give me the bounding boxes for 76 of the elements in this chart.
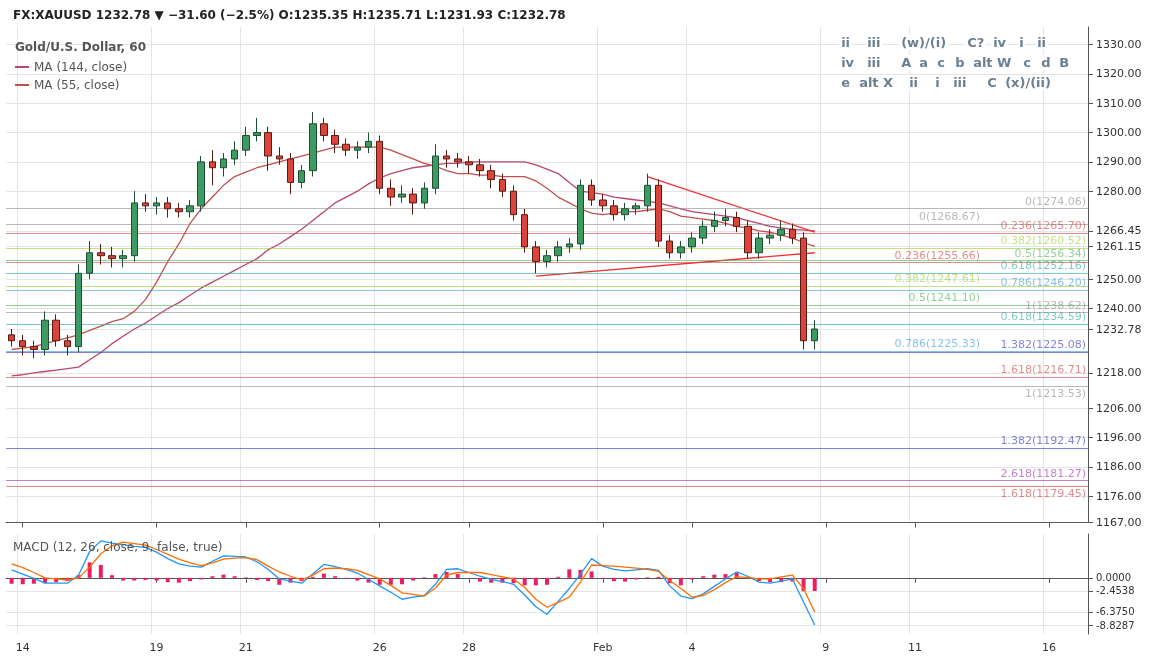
x-tick-label: Feb: [593, 641, 613, 654]
annotation: C?: [967, 35, 985, 50]
annotation: A: [901, 55, 912, 70]
y-tick-label: 1266.45: [1096, 224, 1142, 238]
text: Gold/U.S. Dollar, 60: [15, 40, 146, 54]
x-tick-label: 16: [1041, 641, 1056, 654]
ref-line-label: 1.382(1225.08): [1000, 338, 1086, 352]
x-tick-label: 19: [149, 641, 164, 654]
x-tick-label: 11: [908, 641, 923, 654]
y-tick-label: 1186.00: [1096, 460, 1142, 474]
annotation: a: [919, 55, 928, 70]
y-tick-label: 1196.00: [1096, 430, 1142, 444]
y-tick-label: 1176.00: [1096, 489, 1142, 503]
annotation: iii: [953, 75, 967, 90]
annotation: (x)/(ii): [1005, 75, 1051, 90]
y-tick-label: 1310.00: [1096, 96, 1142, 110]
y-tick-label: 1290.00: [1096, 155, 1142, 169]
annotation: e: [841, 75, 851, 90]
ref-line-label: 0.618(1234.59): [1000, 310, 1086, 324]
annotation: i: [935, 75, 940, 90]
annotation: d: [1041, 55, 1051, 70]
ref-line-label: 0.5(1241.10): [908, 291, 980, 305]
x-tick-label: 14: [15, 641, 30, 654]
annotation: ii: [909, 75, 919, 90]
x-tick-label: 9: [822, 641, 830, 654]
y-tick-label: 1250.00: [1096, 272, 1142, 286]
annotation: alt X: [859, 75, 894, 90]
annotation: iii: [867, 55, 881, 70]
y-tick-label: 1218.00: [1096, 366, 1142, 380]
chart-title: FX:XAUUSD 1232.78 ▼ −31.60 (−2.5%) O:1235.35 H:1235.71 L:1231.93 C:1232.78: [13, 8, 566, 22]
ref-line-label: 0.786(1225.33): [894, 337, 980, 351]
annotation: b: [955, 55, 965, 70]
annotation: iii: [867, 35, 881, 50]
annotation: iv: [993, 35, 1007, 50]
y-tick-label: 1261.15: [1096, 239, 1142, 253]
annotation: (w)/(i): [901, 35, 947, 50]
ref-line-label: 1.618(1216.71): [1000, 362, 1086, 376]
ref-line-label: 0.618(1252.16): [1000, 258, 1086, 272]
y-tick-label: -6.3750: [1096, 606, 1135, 618]
annotation: C: [987, 75, 997, 90]
ref-line-label: 2.618(1181.27): [1000, 466, 1086, 480]
y-tick-label: 1330.00: [1096, 38, 1142, 52]
ref-line-label: 0(1268.67): [918, 210, 980, 224]
annotation: ii: [1037, 35, 1047, 50]
x-tick-label: 28: [461, 641, 476, 654]
y-tick-label: 1320.00: [1096, 67, 1142, 81]
y-tick-label: 1167.00: [1096, 516, 1142, 529]
ref-line-label: 0.382(1247.61): [894, 272, 980, 286]
annotation: i: [1019, 35, 1024, 50]
ref-line-label: 0.786(1246.20): [1000, 276, 1086, 290]
x-tick-label: 21: [238, 641, 253, 654]
annotation: B: [1059, 55, 1070, 70]
ref-line-label: 1.618(1179.45): [1000, 487, 1086, 500]
y-tick-label: 1232.78: [1096, 323, 1142, 337]
y-tick-label: 1300.00: [1096, 126, 1142, 140]
annotation: c: [937, 55, 945, 70]
y-tick-label: 0.0000: [1096, 572, 1131, 584]
x-tick-label: 26: [372, 641, 387, 654]
y-tick-label: 1206.00: [1096, 401, 1142, 415]
ref-line-label: 0.382(1260.52): [1000, 234, 1086, 248]
y-tick-label: 1240.00: [1096, 301, 1142, 315]
ref-line-label: 1.382(1192.47): [1000, 433, 1086, 447]
y-tick-label: -2.4538: [1096, 585, 1135, 597]
y-tick-label: 1280.00: [1096, 184, 1142, 198]
x-tick-label: 4: [688, 641, 696, 654]
legend-label: MA (55, close): [34, 78, 120, 92]
legend-label: MA (144, close): [34, 60, 128, 74]
ref-line-label: 1(1213.53): [1024, 387, 1086, 401]
y-tick-label: -8.8287: [1096, 619, 1135, 631]
annotation: ii: [841, 35, 851, 50]
ref-line-label: 0.5(1256.34): [1014, 246, 1086, 260]
annotation: iv: [841, 55, 855, 70]
ref-line-label: 0.236(1255.66): [894, 248, 980, 262]
ref-line-label: 0(1274.06): [1024, 194, 1086, 208]
annotation: alt W: [973, 55, 1012, 70]
annotation: c: [1023, 55, 1031, 70]
